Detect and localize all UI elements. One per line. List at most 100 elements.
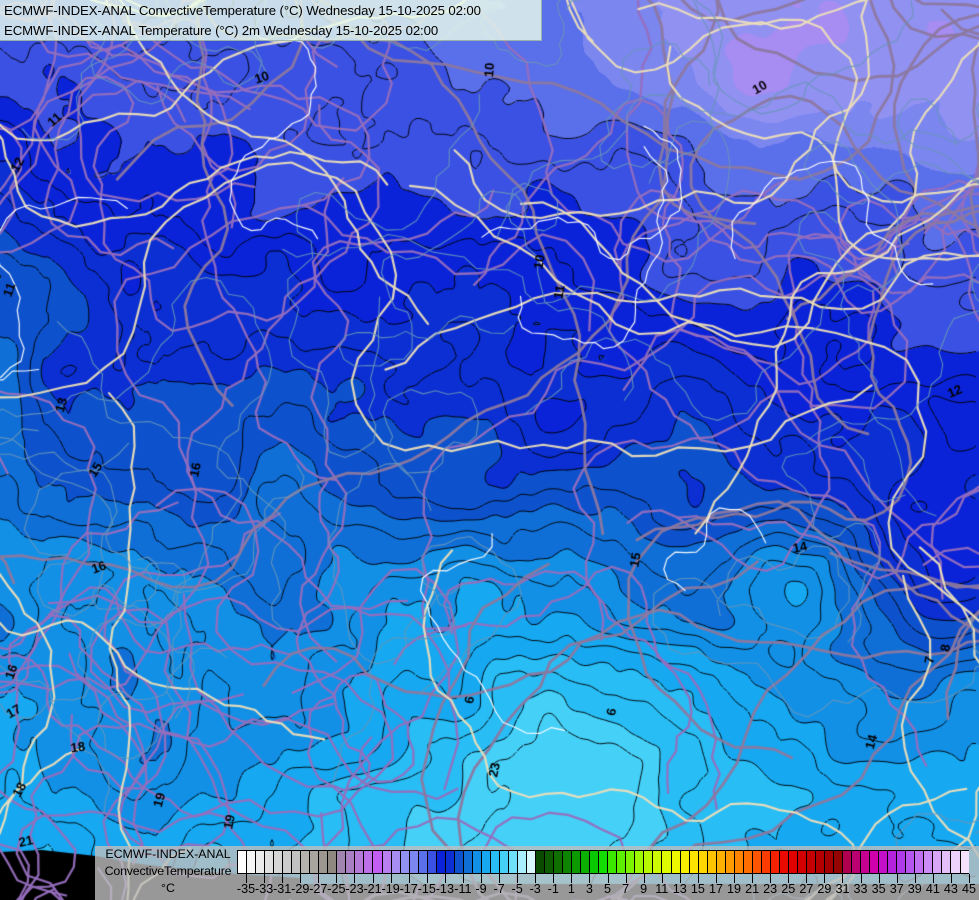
colorbar-tick-label: -9: [475, 882, 487, 896]
colorbar-cell: [364, 851, 374, 873]
colorbar-tick: [697, 874, 699, 883]
colorbar-cell: [870, 851, 880, 873]
colorbar-tick-label: 25: [781, 882, 796, 896]
colorbar-cell: [581, 851, 591, 873]
colorbar-tick-label: -29: [291, 882, 310, 896]
colorbar-cell: [861, 851, 871, 873]
colorbar-cell: [779, 851, 789, 873]
colorbar-cell: [508, 851, 518, 873]
colorbar-cell: [797, 851, 807, 873]
colorbar-tick-label: 41: [925, 882, 940, 896]
colorbar-tick-label: 17: [708, 882, 723, 896]
colorbar-tick: [878, 874, 880, 883]
colorbar-cell: [698, 851, 708, 873]
colorbar-tick-label: 13: [672, 882, 687, 896]
colorbar-cell: [373, 851, 383, 873]
colorbar-cell: [608, 851, 618, 873]
colorbar-tick: [806, 874, 808, 883]
colorbar-cell: [942, 851, 952, 873]
colorbar-tick: [969, 874, 970, 883]
colorbar-cell: [599, 851, 609, 873]
colorbar-tick: [607, 874, 609, 883]
colorbar-tick-label: -21: [363, 882, 382, 896]
colorbar-tick-label: -19: [381, 882, 400, 896]
colorbar-tick: [679, 874, 681, 883]
colorbar-tick: [589, 874, 591, 883]
colorbar-cell: [499, 851, 509, 873]
colorbar-cell: [933, 851, 943, 873]
colorbar-tick: [336, 874, 338, 883]
colorbar-cell: [707, 851, 717, 873]
colorbar-tick-label: -7: [493, 882, 505, 896]
colorbar-tick-label: -13: [435, 882, 454, 896]
colorbar-cell: [843, 851, 853, 873]
colorbar-cell: [816, 851, 826, 873]
colorbar-cell: [391, 851, 401, 873]
colorbar-cell: [888, 851, 898, 873]
colorbar-tick-label: 27: [799, 882, 814, 896]
colorbar-tick: [842, 874, 844, 883]
colorbar-tick-label: 9: [640, 882, 648, 896]
colorbar-cell: [238, 851, 248, 873]
colorbar-cell: [879, 851, 889, 873]
colorbar-cell: [247, 851, 257, 873]
colorbar-tick-label: 31: [835, 882, 850, 896]
colorbar-cell: [328, 851, 338, 873]
colorbar-cell: [626, 851, 636, 873]
colorbar-tick: [788, 874, 790, 883]
colorbar-cell: [536, 851, 546, 873]
colorbar-cell: [915, 851, 925, 873]
colorbar-cell: [517, 851, 527, 873]
colorbar-cell: [283, 851, 293, 873]
colorbar-tick-labels: -35 -33 -31 -29 -27 -25 -23 -21 -19 -17 -15 -13 -11-…: [236, 882, 976, 898]
legend-caption: ECMWF-INDEX-ANAL ConvectiveTemperature °…: [99, 846, 237, 900]
colorbar-tick-label: -1: [547, 882, 559, 896]
colorbar-tick: [770, 874, 772, 883]
colorbar-tick: [932, 874, 934, 883]
colorbar-cell: [472, 851, 482, 873]
colorbar-tick-label: -5: [511, 882, 523, 896]
map-header-overlay: ECMWF-INDEX-ANAL ConvectiveTemperature (…: [0, 0, 542, 41]
colorbar-tick-label: 3: [585, 882, 593, 896]
colorbar-tick-label: -35: [236, 882, 256, 896]
colorbar-tick: [517, 874, 519, 883]
colorbar-tick: [444, 874, 446, 883]
colorbar-cell: [653, 851, 663, 873]
header-line-temperature-2m: ECMWF-INDEX-ANAL Temperature (°C) 2m Wed…: [4, 23, 439, 38]
colorbar-legend: ECMWF-INDEX-ANAL ConvectiveTemperature °…: [95, 846, 979, 900]
colorbar-tick-label: -27: [309, 882, 328, 896]
colorbar-tick-label: 1: [567, 882, 575, 896]
colorbar-tick-label: 11: [655, 882, 669, 896]
colorbar-cell: [825, 851, 835, 873]
colorbar-cell: [788, 851, 798, 873]
colorbar-cell: [400, 851, 410, 873]
colorbar-cell: [572, 851, 582, 873]
colorbar-cell: [527, 851, 537, 873]
colorbar-cell: [743, 851, 753, 873]
colorbar-cell: [265, 851, 275, 873]
colorbar-tick-label: -23: [345, 882, 364, 896]
colorbar-tick-label: 35: [871, 882, 886, 896]
colorbar-cell: [418, 851, 428, 873]
colorbar-cell: [563, 851, 573, 873]
colorbar-tick-label: -11: [454, 882, 472, 896]
colorbar-tick: [408, 874, 410, 883]
colorbar-cell: [445, 851, 455, 873]
colorbar-tick-label: -25: [327, 882, 346, 896]
colorbar-tick-label: -31: [273, 882, 292, 896]
colorbar-scale: -35 -33 -31 -29 -27 -25 -23 -21 -19 -17 -15 -13 -11-…: [236, 850, 976, 898]
colorbar-cell: [481, 851, 491, 873]
colorbar-tick: [300, 874, 302, 883]
colorbar-tick: [354, 874, 356, 883]
colorbar-tick-label: 43: [943, 882, 958, 896]
colorbar-tick: [499, 874, 501, 883]
colorbar-tick: [860, 874, 862, 883]
colorbar-tick: [896, 874, 898, 883]
legend-units: °C: [161, 881, 175, 895]
colorbar-cell: [644, 851, 654, 873]
colorbar-tick-label: -33: [255, 882, 274, 896]
colorbar-cell: [409, 851, 419, 873]
colorbar-cell: [545, 851, 555, 873]
colorbar-tick-label: 29: [817, 882, 832, 896]
colorbar-cell: [382, 851, 392, 873]
